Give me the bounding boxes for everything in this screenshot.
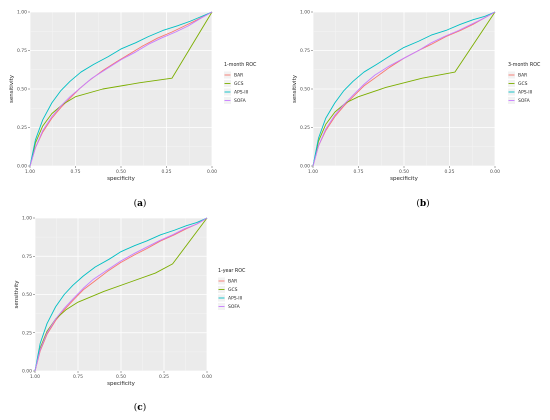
legend-label-sofa: SOFA (518, 98, 531, 104)
legend: 3-month ROC BAR GCS APS-III SOFA (508, 62, 541, 104)
y-axis-title: sensitivity (14, 280, 20, 309)
y-tick-label: 0.50 (300, 87, 310, 93)
roc-line-bar (34, 217, 208, 372)
y-tick-label: 0.75 (300, 48, 310, 54)
y-tick-label: 1.00 (22, 216, 32, 222)
legend-title: 1-year ROC (218, 268, 246, 274)
y-tick-label: 0.00 (22, 369, 32, 375)
legend-title: 3-month ROC (508, 62, 541, 68)
y-tick-label: 1.00 (17, 10, 27, 16)
panel-label: (a) (134, 198, 147, 209)
roc-line-bar (312, 11, 496, 167)
x-tick-label: 1.00 (308, 169, 318, 175)
roc-line-aps-iii (312, 11, 496, 167)
roc-line-gcs (29, 11, 213, 167)
x-axis-title: specificity (390, 176, 418, 182)
panel-label-open: ( (416, 198, 420, 209)
x-tick-label: 0.00 (207, 169, 217, 175)
roc-line-gcs (34, 217, 208, 372)
panel-label-close: ) (426, 198, 430, 209)
y-tick-label: 1.00 (300, 10, 310, 16)
roc-line-bar (29, 11, 213, 167)
x-tick-label: 0.75 (70, 169, 80, 175)
legend-label-bar: BAR (518, 73, 527, 79)
roc-line-gcs (312, 11, 496, 167)
panel-label-close: ) (143, 198, 147, 209)
x-tick-label: 1.00 (30, 374, 40, 380)
x-tick-label: 0.50 (116, 169, 126, 175)
legend-label-gcs: GCS (518, 81, 528, 87)
panel-label-open: ( (134, 198, 138, 209)
roc-panel-a: 1.00 0.75 0.50 0.25 0.00 0.00 0.25 0.50 0.75 1.00… (9, 10, 257, 209)
y-tick-label: 0.25 (300, 125, 310, 131)
legend-label-bar: BAR (228, 279, 237, 285)
legend-label-aps-iii: APS-III (234, 90, 248, 96)
legend-label-gcs: GCS (228, 287, 238, 293)
x-tick-label: 1.00 (25, 169, 35, 175)
roc-panel-b: 1.00 0.75 0.50 0.25 0.00 0.00 0.25 0.50 0.75 1.00… (292, 10, 541, 209)
panel-label-letter: c (137, 403, 143, 413)
y-tick-label: 0.50 (17, 87, 27, 93)
roc-line-sofa (29, 11, 213, 167)
panel-label-letter: b (420, 199, 426, 209)
x-tick-label: 0.50 (399, 169, 409, 175)
panel-label-close: ) (143, 402, 147, 413)
x-tick-label: 0.00 (202, 374, 212, 380)
x-axis-title: specificity (107, 176, 135, 182)
legend-label-sofa: SOFA (228, 304, 241, 310)
x-axis-title: specificity (107, 381, 135, 387)
y-tick-label: 0.00 (300, 164, 310, 170)
legend-label-bar: BAR (234, 73, 243, 79)
x-tick-label: 0.50 (116, 374, 126, 380)
legend: 1-year ROC BAR GCS APS-III SOFA (218, 268, 246, 310)
legend: 1-month ROC BAR GCS APS-III SOFA (224, 62, 257, 104)
x-tick-label: 0.25 (444, 169, 454, 175)
x-tick-label: 0.25 (161, 169, 171, 175)
panel-label-letter: a (137, 199, 143, 209)
x-tick-label: 0.25 (159, 374, 169, 380)
legend-label-aps-iii: APS-III (228, 296, 242, 302)
roc-line-aps-iii (29, 11, 213, 167)
roc-line-aps-iii (34, 217, 208, 372)
y-tick-label: 0.75 (17, 48, 27, 54)
gridlines (34, 217, 208, 372)
x-tick-label: 0.75 (73, 374, 83, 380)
y-axis-title: sensitivity (9, 74, 15, 103)
panel-label: (c) (134, 402, 147, 413)
y-tick-label: 0.25 (17, 125, 27, 131)
legend-label-sofa: SOFA (234, 98, 247, 104)
y-tick-label: 0.75 (22, 254, 32, 260)
x-tick-label: 0.75 (353, 169, 363, 175)
x-tick-label: 0.00 (490, 169, 500, 175)
legend-label-gcs: GCS (234, 81, 244, 87)
roc-panel-c: 1.00 0.75 0.50 0.25 0.00 0.00 0.25 0.50 0.75 1.00… (14, 216, 246, 413)
panel-label-open: ( (134, 402, 138, 413)
legend-label-aps-iii: APS-III (518, 90, 532, 96)
y-tick-label: 0.00 (17, 164, 27, 170)
roc-line-sofa (34, 217, 208, 372)
y-axis-title: sensitivity (292, 74, 298, 103)
legend-title: 1-month ROC (224, 62, 257, 68)
roc-line-sofa (312, 11, 496, 167)
y-tick-label: 0.50 (22, 292, 32, 298)
panel-label: (b) (416, 198, 429, 209)
y-tick-label: 0.25 (22, 330, 32, 336)
